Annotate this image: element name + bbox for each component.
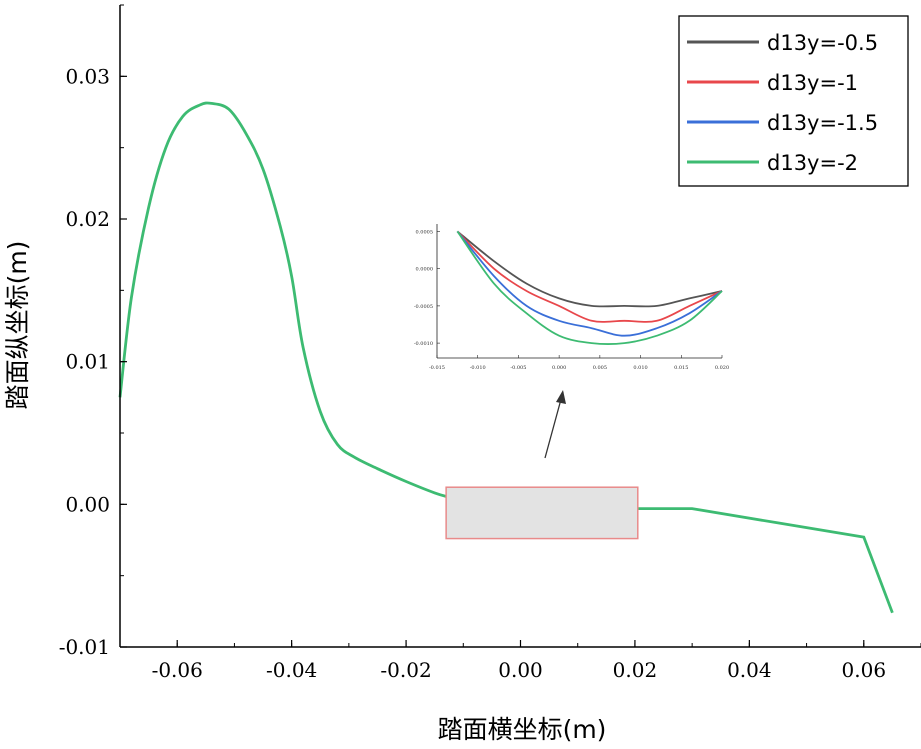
inset-series-line (456, 230, 723, 345)
legend-label: d13y=-0.5 (767, 31, 878, 55)
legend: d13y=-0.5 d13y=-1 d13y=-1.5 d13y=-2 (678, 15, 909, 187)
zoom-region-box (445, 486, 639, 540)
inset-y-tick-label: 0.0000 (416, 267, 434, 273)
zoom-arrow-head (556, 390, 566, 404)
x-axis-title: 踏面横坐标(m) (438, 715, 607, 744)
y-tick-label: 0.01 (65, 350, 110, 374)
inset-x-tick-label: -0.010 (470, 365, 486, 371)
x-tick-label: -0.04 (266, 658, 317, 682)
inset-x-tick-label: 0.020 (715, 365, 729, 371)
inset-zoom-plot: -0.015 -0.010 -0.005 0.000 0.005 0.010 0.015 0.… (414, 224, 729, 371)
x-tick-label: 0.02 (613, 658, 658, 682)
inset-y-tick-label: -0.0005 (414, 304, 433, 310)
y-tick-label: 0.03 (65, 64, 110, 88)
x-tick-label: -0.06 (152, 658, 203, 682)
legend-label: d13y=-1.5 (767, 111, 878, 135)
legend-label: d13y=-2 (767, 151, 858, 175)
inset-x-tick-label: -0.015 (429, 365, 445, 371)
inset-background (437, 224, 722, 358)
inset-series-line (456, 230, 723, 337)
inset-y-tick-label: -0.0010 (414, 341, 433, 347)
x-tick-label: 0.06 (842, 658, 887, 682)
inset-x-tick-label: 0.015 (674, 365, 688, 371)
axes: -0.06 -0.04 -0.02 0.00 0.02 0.04 0.06 -0.01 0.00… (59, 4, 921, 682)
series-line-tail (634, 507, 894, 614)
inset-series-line (456, 230, 723, 323)
x-tick-label: 0.04 (727, 658, 772, 682)
inset-x-tick-label: 0.010 (633, 365, 647, 371)
y-tick-label: 0.00 (65, 492, 110, 516)
inset-x-tick-label: 0.005 (593, 365, 607, 371)
zoom-region-rect (445, 486, 639, 540)
y-tick-label: 0.02 (65, 207, 110, 231)
zoom-arrow (544, 391, 564, 459)
x-tick-label: -0.02 (380, 658, 431, 682)
x-tick-label: 0.00 (498, 658, 543, 682)
inset-x-tick-label: -0.005 (510, 365, 526, 371)
inset-series-line (456, 230, 723, 308)
y-axis-title: 踏面纵坐标(m) (3, 241, 32, 410)
legend-box (678, 15, 909, 187)
inset-y-tick-label: 0.0005 (416, 229, 434, 235)
inset-x-tick-label: 0.000 (552, 365, 566, 371)
series-line-profile (118, 101, 450, 499)
legend-label: d13y=-1 (767, 71, 858, 95)
y-tick-label: -0.01 (59, 635, 110, 659)
